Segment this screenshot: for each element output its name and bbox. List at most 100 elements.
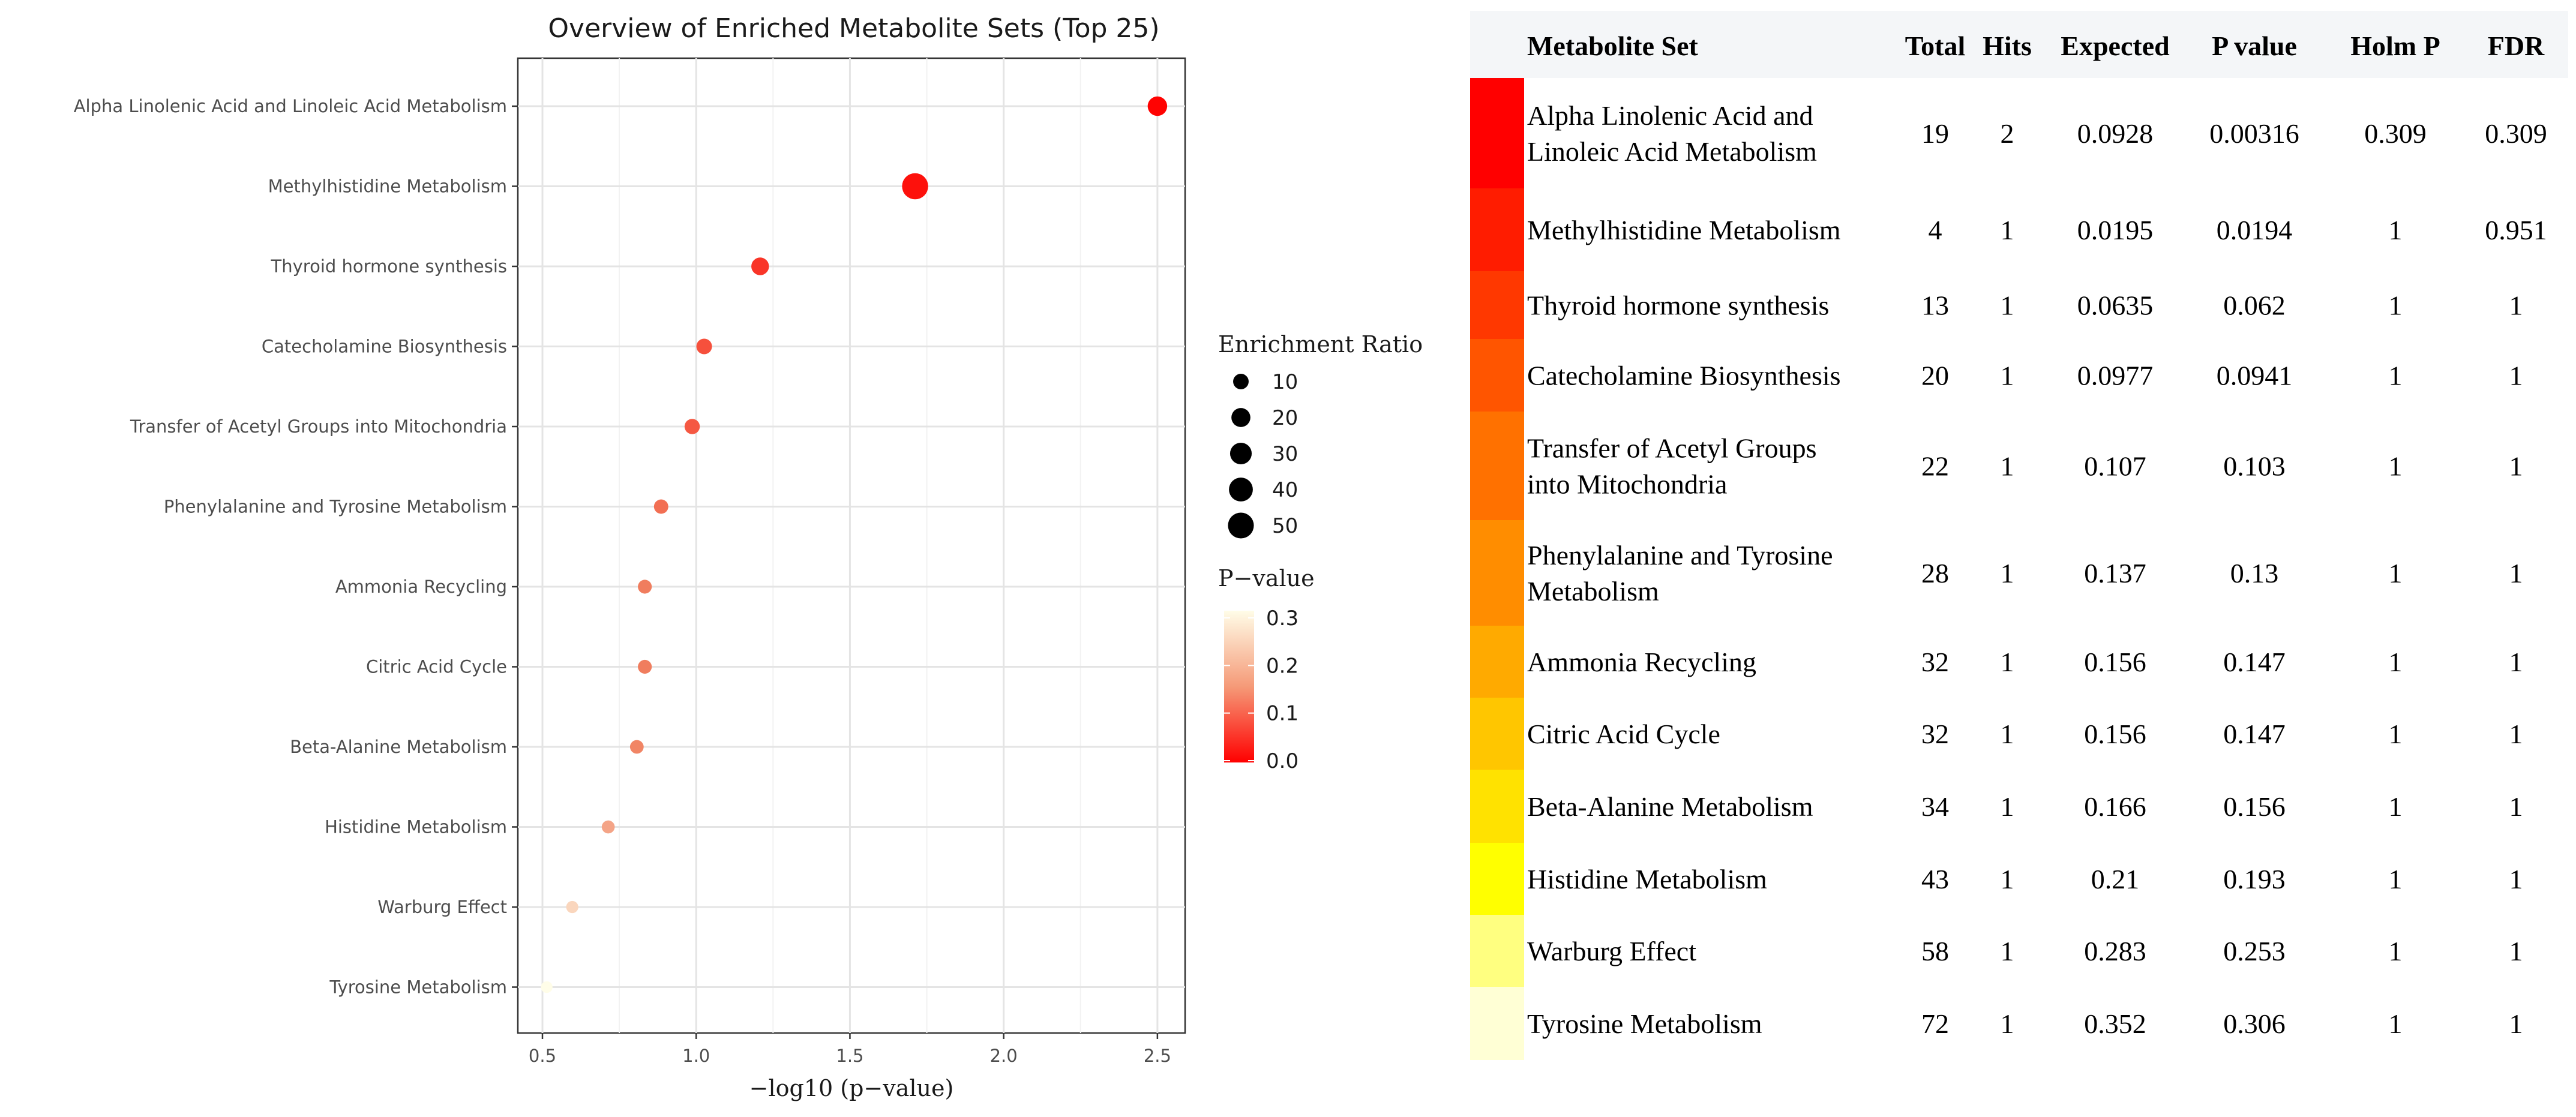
y-tick-label: Transfer of Acetyl Groups into Mitochond… — [130, 416, 507, 437]
table-header-cell: Metabolite Set — [1527, 31, 1699, 61]
holm-p-cell: 1 — [2389, 361, 2403, 391]
fdr-cell: 1 — [2509, 791, 2523, 822]
expected-cell: 0.21 — [2091, 864, 2140, 894]
table-row: Tyrosine Metabolism 72 1 0.352 0.306 1 1 — [1470, 987, 2523, 1060]
holm-p-cell: 1 — [2389, 215, 2403, 245]
table-row: Citric Acid Cycle 32 1 0.156 0.147 1 1 — [1470, 698, 2523, 770]
hits-cell: 1 — [2001, 215, 2014, 245]
total-cell: 22 — [1921, 451, 1949, 482]
row-color-swatch — [1470, 520, 1524, 626]
expected-cell: 0.156 — [2084, 719, 2146, 749]
color-legend-labels: 0.3 0.2 0.1 0.0 — [1224, 606, 1299, 773]
row-color-swatch — [1470, 698, 1524, 770]
x-axis-label: −log10 (p−value) — [749, 1075, 954, 1101]
y-tick-label: Alpha Linolenic Acid and Linoleic Acid M… — [74, 96, 507, 116]
expected-cell: 0.137 — [2084, 558, 2146, 588]
x-tick-label: 1.0 — [682, 1046, 710, 1066]
table-row: Catecholamine Biosynthesis 20 1 0.0977 0.094… — [1470, 339, 2523, 412]
table-row: Methylhistidine Metabolism 4 1 0.0195 0.0194… — [1470, 188, 2547, 271]
y-axis-tick-labels: Alpha Linolenic Acid and Linoleic Acid M… — [74, 96, 518, 998]
metabolite-set-name: Metabolism — [1527, 576, 1659, 606]
table-row: Ammonia Recycling 32 1 0.156 0.147 1 1 — [1470, 626, 2523, 698]
dot-plot: Overview of Enriched Metabolite Sets (To… — [74, 13, 1186, 1101]
p-value-cell: 0.062 — [2223, 290, 2286, 321]
metabolite-set-name: Linoleic Acid Metabolism — [1527, 136, 1817, 167]
total-cell: 34 — [1921, 791, 1949, 822]
table-row: Beta-Alanine Metabolism 34 1 0.166 0.156 1 1 — [1470, 770, 2523, 843]
p-value-cell: 0.253 — [2223, 936, 2286, 966]
size-legend-dot — [1229, 478, 1253, 502]
data-point — [696, 338, 712, 355]
metabolite-set-name: Thyroid hormone synthesis — [1527, 290, 1829, 321]
y-tick-label: Tyrosine Metabolism — [329, 977, 507, 998]
row-color-swatch — [1470, 78, 1524, 188]
plot-panel — [517, 57, 1186, 1034]
metabolite-set-name: Methylhistidine Metabolism — [1527, 215, 1841, 245]
data-point — [566, 900, 578, 914]
hits-cell: 2 — [2001, 118, 2014, 149]
holm-p-cell: 1 — [2389, 864, 2403, 894]
total-cell: 32 — [1921, 647, 1949, 677]
x-axis-tick-labels: 0.5 1.0 1.5 2.0 2.5 — [529, 1033, 1171, 1066]
results-table: Metabolite Set Total Hits Expected P value Ho… — [1470, 11, 2568, 1060]
table-header-cell: FDR — [2488, 31, 2545, 61]
expected-cell: 0.156 — [2084, 647, 2146, 677]
total-cell: 13 — [1921, 290, 1949, 321]
data-point — [684, 419, 700, 434]
y-tick-label: Catecholamine Biosynthesis — [262, 337, 507, 357]
hits-cell: 1 — [2001, 290, 2014, 321]
hits-cell: 1 — [2001, 451, 2014, 482]
hits-cell: 1 — [2001, 647, 2014, 677]
table-row: Histidine Metabolism 43 1 0.21 0.193 1 1 — [1470, 843, 2523, 915]
row-color-swatch — [1470, 271, 1524, 339]
y-tick-label: Citric Acid Cycle — [366, 657, 507, 677]
color-legend-label: 0.3 — [1266, 606, 1299, 630]
metabolite-set-name: Ammonia Recycling — [1527, 647, 1756, 677]
hits-cell: 1 — [2001, 791, 2014, 822]
color-legend-title: P−value — [1218, 565, 1315, 591]
p-value-cell: 0.193 — [2223, 864, 2286, 894]
expected-cell: 0.107 — [2084, 451, 2146, 482]
size-legend-dot — [1229, 442, 1252, 465]
data-point — [1147, 96, 1168, 116]
table-header-cell: Total — [1905, 31, 1966, 61]
total-cell: 19 — [1921, 118, 1949, 149]
row-color-swatch — [1470, 915, 1524, 987]
size-legend-dot — [1231, 408, 1250, 427]
table-row: Phenylalanine and Tyrosine Metabolism 28 1 0… — [1470, 520, 2523, 626]
expected-cell: 0.0928 — [2077, 118, 2154, 149]
y-tick-label: Ammonia Recycling — [335, 576, 507, 597]
table-body: Alpha Linolenic Acid and Linoleic Acid Me… — [1470, 78, 2547, 1060]
expected-cell: 0.283 — [2084, 936, 2146, 966]
chart-title: Overview of Enriched Metabolite Sets (To… — [548, 13, 1159, 44]
total-cell: 32 — [1921, 719, 1949, 749]
size-legend-label: 50 — [1272, 514, 1298, 538]
holm-p-cell: 1 — [2389, 647, 2403, 677]
fdr-cell: 1 — [2509, 936, 2523, 966]
y-tick-label: Methylhistidine Metabolism — [268, 176, 507, 197]
hits-cell: 1 — [2001, 719, 2014, 749]
size-legend-label: 10 — [1272, 370, 1298, 394]
table-header-cell: Hits — [1983, 31, 2032, 61]
fdr-cell: 1 — [2509, 290, 2523, 321]
fdr-cell: 0.309 — [2485, 118, 2547, 149]
row-color-swatch — [1470, 770, 1524, 843]
x-tick-label: 0.5 — [529, 1046, 556, 1066]
y-tick-label: Thyroid hormone synthesis — [271, 256, 507, 277]
expected-cell: 0.0977 — [2077, 361, 2154, 391]
metabolite-set-name: into Mitochondria — [1527, 469, 1727, 500]
table-row: Thyroid hormone synthesis 13 1 0.0635 0.062 1… — [1470, 271, 2523, 339]
hits-cell: 1 — [2001, 1008, 2014, 1039]
table-row: Warburg Effect 58 1 0.283 0.253 1 1 — [1470, 915, 2523, 987]
table-header-cell: Expected — [2061, 31, 2170, 61]
holm-p-cell: 1 — [2389, 451, 2403, 482]
fdr-cell: 0.951 — [2485, 215, 2547, 245]
expected-cell: 0.0195 — [2077, 215, 2154, 245]
hits-cell: 1 — [2001, 361, 2014, 391]
metabolite-set-name: Beta-Alanine Metabolism — [1527, 791, 1813, 822]
size-legend-label: 20 — [1272, 406, 1298, 430]
data-point — [638, 659, 652, 674]
table-header-cell: P value — [2212, 31, 2297, 61]
